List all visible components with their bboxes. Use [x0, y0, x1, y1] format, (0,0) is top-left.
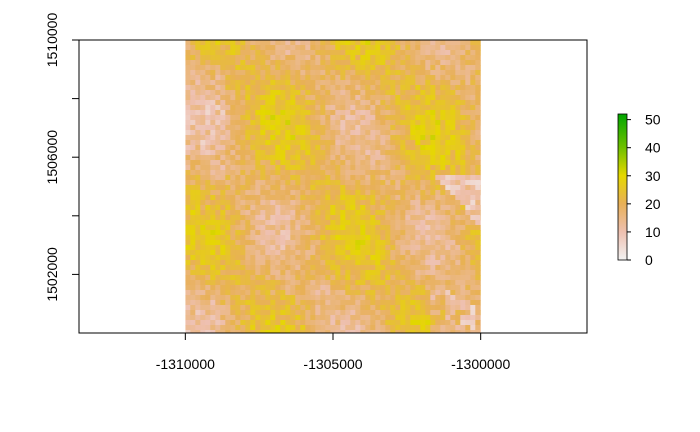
legend-tick-label: 50 — [645, 112, 661, 128]
legend-tick-label: 30 — [645, 168, 661, 184]
legend-tick-label: 10 — [645, 224, 661, 240]
y-axis: 1502000 1506000 1510000 — [44, 13, 79, 302]
raster-image — [185, 40, 481, 333]
legend-tick-label: 20 — [645, 196, 661, 212]
x-tick-label: -1310000 — [156, 356, 215, 372]
y-tick-label: 1506000 — [44, 130, 60, 185]
color-legend: 0 10 20 30 40 50 — [617, 112, 661, 268]
x-tick-label: -1300000 — [451, 356, 510, 372]
x-axis: -1310000 -1305000 -1300000 — [156, 333, 510, 372]
y-tick-label: 1502000 — [44, 247, 60, 302]
x-tick-label: -1305000 — [303, 356, 362, 372]
y-tick-label: 1510000 — [44, 13, 60, 68]
legend-color-bar — [617, 113, 628, 261]
legend-tick-label: 40 — [645, 140, 661, 156]
legend-tick-label: 0 — [645, 252, 653, 268]
